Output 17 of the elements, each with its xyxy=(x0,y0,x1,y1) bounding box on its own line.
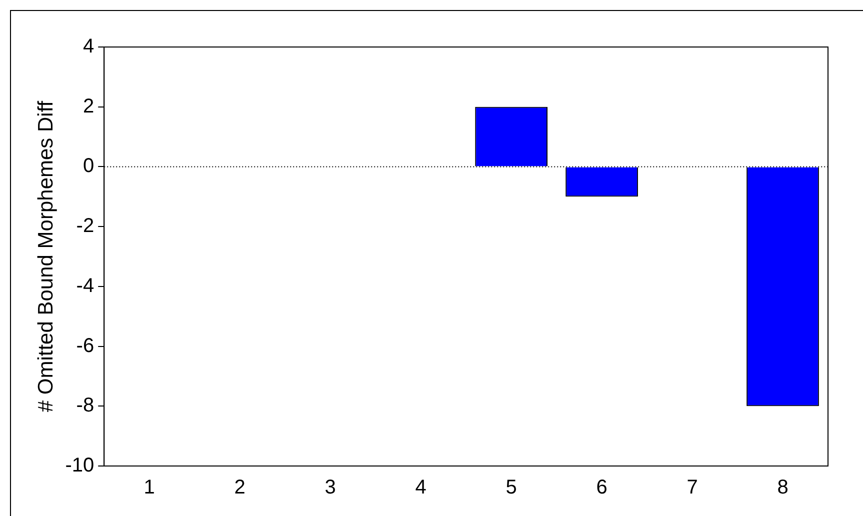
x-tick-label: 5 xyxy=(506,476,517,499)
y-tick-label: 4 xyxy=(82,36,94,58)
y-tick-label: -10 xyxy=(65,454,94,477)
y-tick-label: -8 xyxy=(76,394,94,417)
x-tick-label: 6 xyxy=(596,476,608,499)
x-tick-label: 7 xyxy=(686,476,698,499)
y-tick-label: -4 xyxy=(76,274,94,297)
y-tick-label: -6 xyxy=(76,334,94,357)
x-tick-label: 2 xyxy=(234,476,246,499)
y-axis-title: # Omitted Bound Morphemes Diff xyxy=(34,100,58,412)
x-tick-label: 1 xyxy=(144,476,155,499)
y-tick-label: 2 xyxy=(82,95,94,118)
x-tick-label: 8 xyxy=(777,476,788,499)
x-tick-label: 3 xyxy=(324,476,336,499)
y-tick-label: -2 xyxy=(76,215,94,238)
y-tick-label: 0 xyxy=(82,155,94,178)
x-tick-label: 4 xyxy=(415,476,426,499)
